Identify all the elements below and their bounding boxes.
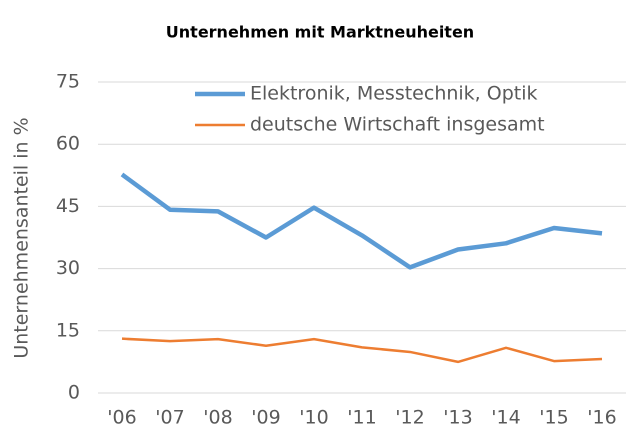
x-tick-label: '06 [107,407,136,429]
x-tick-label: '10 [299,407,328,429]
x-tick-label: '09 [251,407,280,429]
y-tick-label: 0 [68,382,80,404]
x-tick-label: '14 [491,407,520,429]
x-tick-label: '12 [395,407,424,429]
y-tick-label: 75 [56,71,80,93]
chart-title: Unternehmen mit Marktneuheiten [166,23,474,42]
x-tick-label: '07 [155,407,184,429]
y-axis-label: Unternehmensanteil in % [11,117,33,358]
y-tick-label: 60 [56,133,80,155]
y-tick-label: 45 [56,195,80,217]
x-tick-label: '15 [539,407,568,429]
legend-label: deutsche Wirtschaft insgesamt [250,114,545,136]
x-tick-label: '08 [203,407,232,429]
y-tick-label: 15 [56,319,80,341]
x-tick-label: '16 [587,407,616,429]
x-tick-label: '11 [347,407,376,429]
legend-label: Elektronik, Messtechnik, Optik [250,83,538,105]
series-line [120,172,603,270]
x-tick-label: '13 [443,407,472,429]
y-tick-label: 30 [56,257,80,279]
series-line [121,337,603,364]
